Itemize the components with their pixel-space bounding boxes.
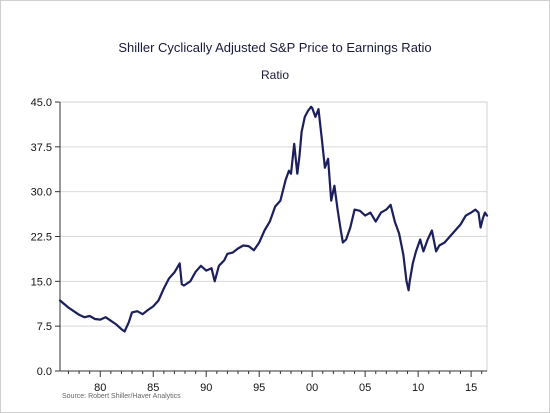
x-tick-label: 95 [253, 382, 265, 394]
x-tick-label: 00 [306, 382, 318, 394]
chart-subtitle: Ratio [260, 68, 289, 82]
chart-title: Shiller Cyclically Adjusted S&P Price to… [118, 40, 432, 55]
x-tick-label: 80 [94, 382, 106, 394]
y-tick-label: 45.0 [31, 97, 52, 109]
series [58, 105, 489, 333]
x-tick-label: 85 [147, 382, 159, 394]
y-tick-label: 15.0 [31, 276, 52, 288]
source-note: Source: Robert Shiller/Haver Analytics [62, 393, 181, 400]
series-line [58, 105, 489, 333]
y-tick-label: 0.0 [37, 366, 52, 378]
y-tick-label: 22.5 [31, 232, 52, 244]
y-tick-label: 7.5 [37, 321, 52, 333]
x-tick-label: 10 [412, 382, 424, 394]
x-tick-label: 90 [200, 382, 212, 394]
x-tick-label: 05 [359, 382, 371, 394]
x-tick-label: 15 [465, 382, 477, 394]
y-tick-labels: 0.0 7.5 15.0 22.5 30.0 37.5 45.0 [31, 97, 52, 378]
y-tick-label: 30.0 [31, 187, 52, 199]
y-tick-label: 37.5 [31, 142, 52, 154]
x-tick-labels: 80 85 90 95 00 05 10 15 [94, 382, 477, 394]
axes [55, 101, 488, 377]
